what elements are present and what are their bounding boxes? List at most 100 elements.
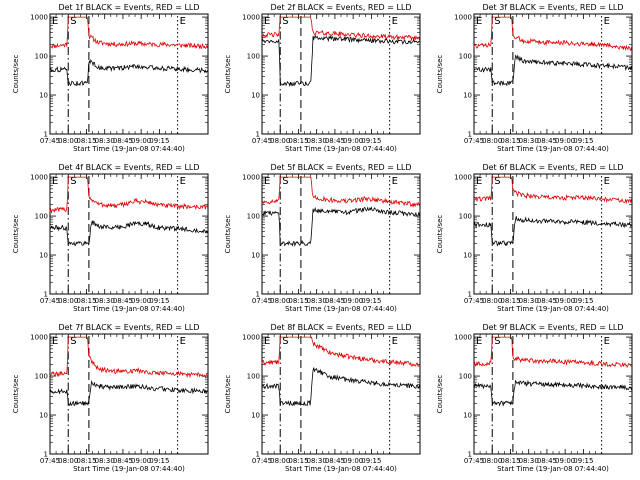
y-tick-label: 10 [39,412,48,420]
x-tick-label: 08:45 [113,457,133,465]
plot-frame [473,173,633,295]
y-tick-label: 1 [468,291,472,299]
y-axis-label: Counts/sec [436,375,444,414]
x-tick-label: 08:30 [519,457,539,465]
panel-title: Det 4f BLACK = Events, RED = LLD [58,163,199,172]
y-tick-label: 100 [35,213,48,221]
panel-det-8: Det 8f BLACK = Events, RED = LLD 1 10 100 10… [224,323,421,473]
x-tick-label: 09:00 [131,297,151,305]
y-tick-label: 1 [468,451,472,459]
x-tick-label: 08:15 [500,457,520,465]
time-marker-label: E [52,16,58,27]
events-series-line [49,58,208,87]
x-tick-label: 09:15 [149,137,169,145]
events-series-line [261,206,420,247]
lld-series-line [473,16,632,52]
time-marker-label: S [70,336,76,347]
time-marker-label: E [264,16,270,27]
time-marker-label: S [494,176,500,187]
panel-det-9: Det 9f BLACK = Events, RED = LLD 1 10 100 10… [436,323,633,473]
x-tick-label: 08:45 [325,137,345,145]
y-tick-label: 100 [459,53,472,61]
panel-title: Det 6f BLACK = Events, RED = LLD [482,163,623,172]
lld-series-line [261,336,420,367]
lld-series-line [473,336,632,369]
x-tick-label: 08:15 [288,297,308,305]
y-axis-label: Counts/sec [12,55,20,94]
x-tick-label: 08:15 [288,137,308,145]
y-tick-label: 1000 [454,174,472,182]
x-tick-label: 07:45 [252,457,272,465]
x-tick-label: 08:15 [76,137,96,145]
y-tick-label: 100 [247,213,260,221]
time-marker-label: E [604,16,610,27]
plot-frame [261,173,421,295]
x-tick-label: 09:15 [149,457,169,465]
x-tick-label: 08:45 [537,297,557,305]
y-tick-label: 10 [39,92,48,100]
panel-det-1: Det 1f BLACK = Events, RED = LLD 1 10 100 10… [12,3,209,153]
y-tick-label: 1 [256,131,260,139]
y-tick-label: 100 [35,373,48,381]
x-tick-label: 09:00 [131,457,151,465]
x-axis-label: Start Time (19-Jan-08 07:44:40) [73,145,185,153]
events-series-line [49,380,208,407]
y-axis-label: Counts/sec [12,215,20,254]
x-tick-label: 08:45 [113,297,133,305]
lld-series-line [49,336,208,379]
x-tick-label: 08:00 [482,137,502,145]
x-tick-label: 09:15 [361,457,381,465]
events-series-line [473,216,632,247]
x-tick-label: 08:00 [482,457,502,465]
y-axis-label: Counts/sec [12,375,20,414]
x-tick-label: 09:15 [573,137,593,145]
time-marker-label: E [180,336,186,347]
x-tick-label: 08:15 [76,457,96,465]
y-tick-label: 1 [468,131,472,139]
x-tick-label: 08:30 [95,297,115,305]
x-tick-label: 07:45 [40,297,60,305]
time-marker-label: E [476,176,482,187]
plot-frame [473,333,633,455]
x-tick-label: 09:00 [343,137,363,145]
y-tick-label: 1000 [30,174,48,182]
time-marker-label: S [70,16,76,27]
time-marker-label: E [264,336,270,347]
y-axis-label: Counts/sec [436,55,444,94]
lld-series-line [261,16,420,42]
plot-frame [261,333,421,455]
x-tick-label: 08:00 [270,297,290,305]
x-axis-label: Start Time (19-Jan-08 07:44:40) [497,465,609,473]
x-tick-label: 08:30 [307,137,327,145]
x-axis-label: Start Time (19-Jan-08 07:44:40) [497,145,609,153]
y-tick-label: 1 [44,131,48,139]
x-tick-label: 08:15 [288,457,308,465]
panel-det-6: Det 6f BLACK = Events, RED = LLD 1 10 100 10… [436,163,633,313]
time-marker-label: E [604,176,610,187]
panel-title: Det 7f BLACK = Events, RED = LLD [58,323,199,332]
y-tick-label: 1000 [242,334,260,342]
y-tick-label: 1 [44,291,48,299]
x-tick-label: 08:45 [537,457,557,465]
x-tick-label: 08:30 [307,457,327,465]
time-marker-label: E [52,176,58,187]
x-tick-label: 08:30 [95,137,115,145]
panel-det-5: Det 5f BLACK = Events, RED = LLD 1 10 100 10… [224,163,421,313]
x-tick-label: 09:00 [555,137,575,145]
y-tick-label: 1000 [454,334,472,342]
x-tick-label: 08:45 [113,137,133,145]
y-tick-label: 10 [251,252,260,260]
time-marker-label: S [282,176,288,187]
x-axis-label: Start Time (19-Jan-08 07:44:40) [285,305,397,313]
panel-det-3: Det 3f BLACK = Events, RED = LLD 1 10 100 10… [436,3,633,153]
x-tick-label: 08:45 [325,457,345,465]
y-axis-label: Counts/sec [224,375,232,414]
events-series-line [473,54,632,87]
plot-frame [49,173,209,295]
x-tick-label: 09:00 [555,457,575,465]
x-tick-label: 07:45 [40,137,60,145]
y-tick-label: 1000 [30,334,48,342]
y-tick-label: 1000 [454,14,472,22]
y-tick-label: 100 [247,373,260,381]
